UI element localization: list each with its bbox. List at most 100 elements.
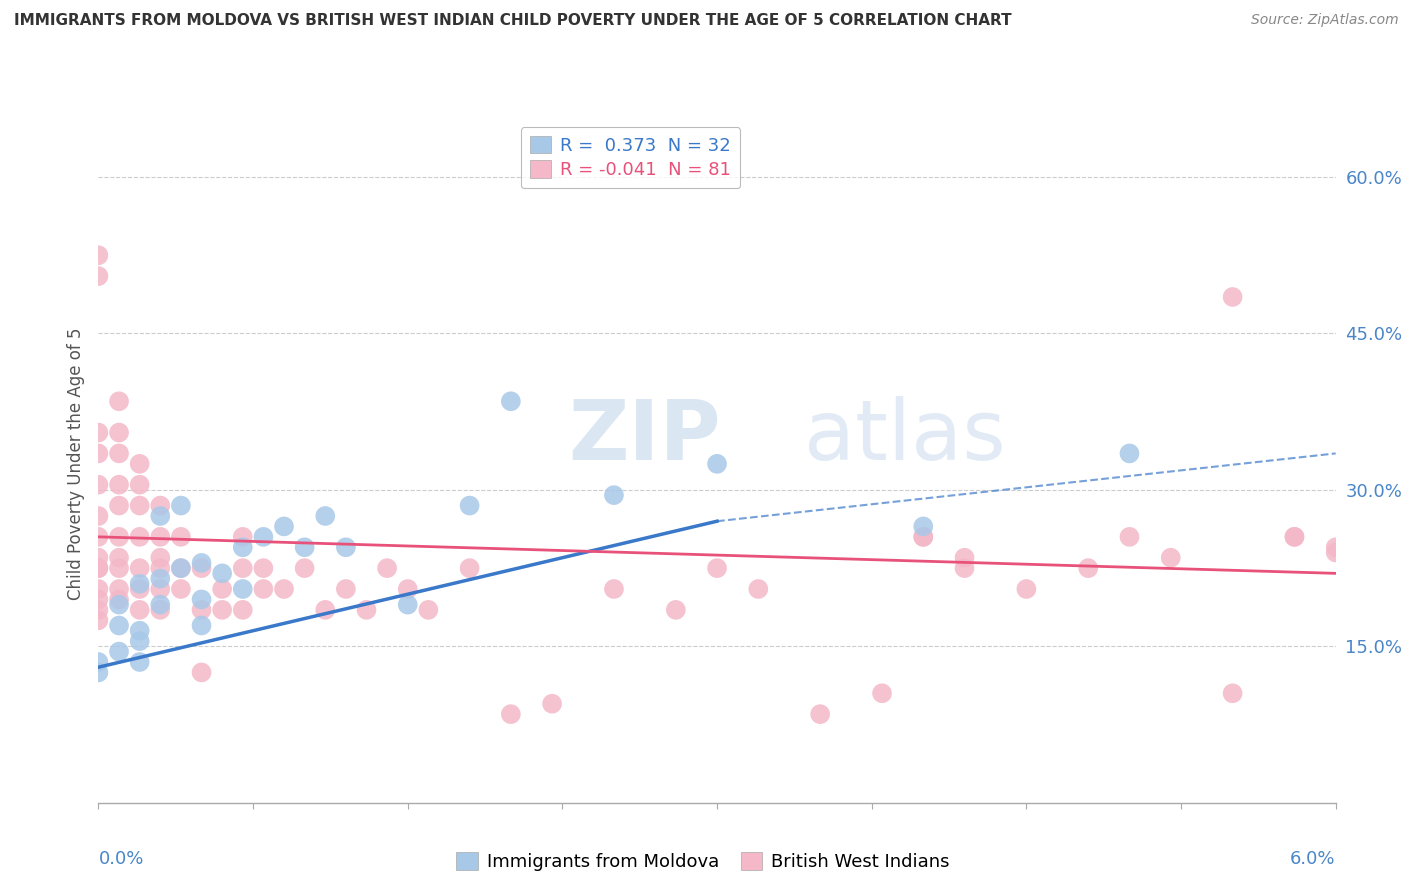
Point [149,508,172,523]
Point [108,499,131,513]
Point [190,592,212,607]
Point [87,582,110,596]
Point [190,603,212,617]
Point [87,550,110,565]
Point [108,618,131,632]
Text: Source: ZipAtlas.com: Source: ZipAtlas.com [1251,13,1399,28]
Legend: Immigrants from Moldova, British West Indians: Immigrants from Moldova, British West In… [449,846,957,879]
Point [87,269,110,284]
Point [541,697,564,711]
Point [87,592,110,607]
Point [128,634,150,648]
Point [149,561,172,575]
Point [252,582,274,596]
Point [190,561,212,575]
Point [170,561,193,575]
Point [953,550,976,565]
Point [499,394,522,409]
Point [335,541,357,555]
Point [912,519,935,533]
Point [190,618,212,632]
Point [252,561,274,575]
Point [128,477,150,491]
Point [108,425,131,440]
Text: atlas: atlas [804,396,1005,477]
Point [108,582,131,596]
Point [912,530,935,544]
Point [1324,541,1347,555]
Point [170,530,193,544]
Point [108,477,131,491]
Point [87,446,110,460]
Point [1284,530,1306,544]
Point [396,582,419,596]
Point [108,550,131,565]
Point [211,566,233,581]
Point [1222,686,1244,700]
Point [252,530,274,544]
Point [87,603,110,617]
Point [458,499,481,513]
Point [128,530,150,544]
Point [128,576,150,591]
Point [190,665,212,680]
Point [335,582,357,596]
Point [232,582,254,596]
Point [108,644,131,658]
Point [87,477,110,491]
Point [603,582,626,596]
Point [747,582,769,596]
Point [499,707,522,722]
Point [232,603,254,617]
Point [128,457,150,471]
Point [912,530,935,544]
Point [87,665,110,680]
Point [149,572,172,586]
Point [87,613,110,627]
Point [128,561,150,575]
Point [458,561,481,575]
Point [149,603,172,617]
Point [314,508,336,523]
Point [149,582,172,596]
Point [149,598,172,612]
Point [108,446,131,460]
Point [294,561,316,575]
Point [396,598,419,612]
Point [1160,550,1182,565]
Text: IMMIGRANTS FROM MOLDOVA VS BRITISH WEST INDIAN CHILD POVERTY UNDER THE AGE OF 5 : IMMIGRANTS FROM MOLDOVA VS BRITISH WEST … [14,13,1012,29]
Point [953,561,976,575]
Point [1118,446,1140,460]
Point [294,541,316,555]
Point [128,624,150,638]
Point [273,582,295,596]
Point [87,248,110,262]
Y-axis label: Child Poverty Under the Age of 5: Child Poverty Under the Age of 5 [66,327,84,600]
Text: ZIP: ZIP [568,396,721,477]
Point [211,582,233,596]
Point [603,488,626,502]
Point [706,561,728,575]
Point [232,530,254,544]
Point [87,561,110,575]
Point [87,655,110,669]
Point [128,582,150,596]
Point [1077,561,1099,575]
Point [108,394,131,409]
Point [170,582,193,596]
Point [108,598,131,612]
Point [375,561,398,575]
Point [128,499,150,513]
Point [665,603,688,617]
Point [1015,582,1038,596]
Point [170,499,193,513]
Point [87,425,110,440]
Point [1324,545,1347,559]
Text: 6.0%: 6.0% [1291,850,1336,868]
Point [108,530,131,544]
Point [190,556,212,570]
Point [232,561,254,575]
Point [314,603,336,617]
Point [108,592,131,607]
Point [87,530,110,544]
